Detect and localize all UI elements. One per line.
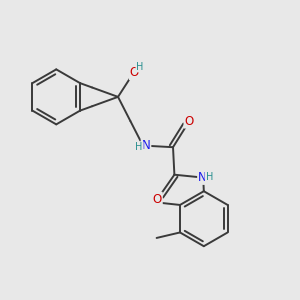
Text: H: H — [136, 61, 144, 72]
Text: O: O — [153, 193, 162, 206]
Text: H: H — [136, 142, 143, 152]
Text: N: N — [198, 171, 207, 184]
Text: H: H — [206, 172, 213, 182]
Text: N: N — [142, 139, 150, 152]
Text: O: O — [184, 115, 194, 128]
Text: O: O — [130, 66, 139, 80]
